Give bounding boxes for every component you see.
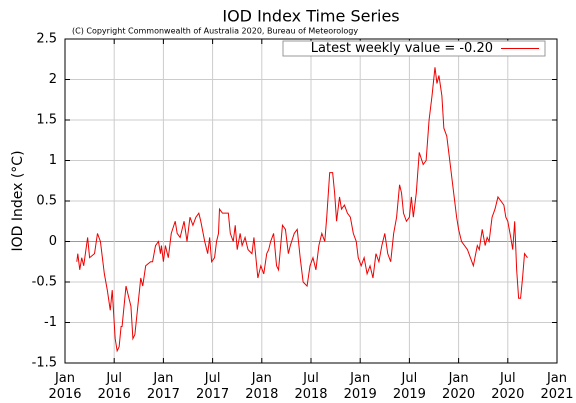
y-tick-label: 0 bbox=[49, 234, 57, 249]
y-tick-label: -1 bbox=[44, 315, 57, 330]
x-tick-label: Jan 2018 bbox=[245, 371, 278, 402]
x-tick-label: Jul 2016 bbox=[98, 371, 131, 402]
legend-label: Latest weekly value = -0.20 bbox=[311, 41, 493, 56]
y-tick-label: 2.5 bbox=[36, 32, 57, 47]
y-tick-label: 1 bbox=[49, 153, 57, 168]
y-tick-label: 1.5 bbox=[36, 113, 57, 128]
y-tick-label: 2 bbox=[49, 72, 57, 87]
chart-title: IOD Index Time Series bbox=[222, 7, 399, 26]
legend: Latest weekly value = -0.20 bbox=[282, 40, 546, 57]
x-tick-label: Jan 2016 bbox=[48, 371, 81, 402]
data-line bbox=[76, 67, 528, 353]
y-tick-label: -0.5 bbox=[32, 275, 57, 290]
x-tick-label: Jan 2019 bbox=[344, 371, 377, 402]
y-axis-title: IOD Index (°C) bbox=[10, 150, 26, 251]
x-tick-label: Jul 2019 bbox=[393, 371, 426, 402]
legend-box bbox=[282, 40, 546, 57]
x-tick-label: Jul 2018 bbox=[294, 371, 327, 402]
x-tick-label: Jan 2017 bbox=[147, 371, 180, 402]
x-tick-label: Jan 2020 bbox=[442, 371, 475, 402]
plot-frame bbox=[64, 38, 558, 364]
y-tick-label: 0.5 bbox=[36, 194, 57, 209]
x-tick-label: Jul 2020 bbox=[491, 371, 524, 402]
x-tick-label: Jul 2017 bbox=[196, 371, 229, 402]
y-tick-label: -1.5 bbox=[32, 356, 57, 371]
x-tick-label: Jan 2021 bbox=[540, 371, 573, 402]
chart-subtitle: (C) Copyright Commonwealth of Australia … bbox=[72, 27, 358, 36]
